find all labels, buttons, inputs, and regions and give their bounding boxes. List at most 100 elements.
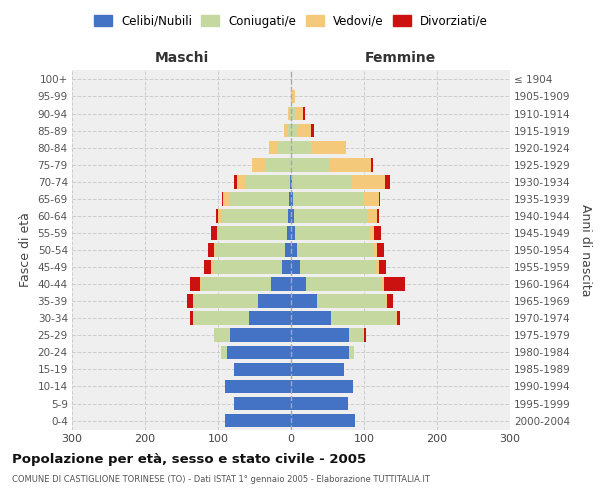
Bar [217,226,218,240]
Bar [349,328,362,342]
Bar [221,346,227,359]
Bar [349,346,354,359]
Bar [291,226,295,240]
Bar [282,260,291,274]
Bar [193,312,194,325]
Bar [297,243,373,257]
Bar [291,346,349,359]
Text: Maschi: Maschi [154,51,209,65]
Bar [291,294,317,308]
Bar [293,192,362,205]
Text: COMUNE DI CASTIGLIONE TORINESE (TO) - Dati ISTAT 1° gennaio 2005 - Elaborazione : COMUNE DI CASTIGLIONE TORINESE (TO) - Da… [12,475,430,484]
Bar [218,226,287,240]
Bar [193,294,194,308]
Bar [234,396,291,410]
Bar [291,362,344,376]
Bar [377,209,379,222]
Bar [213,260,282,274]
Bar [291,90,292,104]
Bar [221,192,223,205]
Bar [211,226,217,240]
Bar [226,380,291,394]
Bar [331,312,395,325]
Text: Femmine: Femmine [365,51,436,65]
Bar [291,158,329,172]
Bar [214,243,216,257]
Bar [278,141,291,154]
Bar [271,278,291,291]
Bar [288,209,291,222]
Bar [300,260,376,274]
Bar [291,124,298,138]
Bar [190,278,200,291]
Bar [374,226,381,240]
Bar [362,328,364,342]
Bar [292,175,352,188]
Bar [382,278,385,291]
Bar [291,328,349,342]
Bar [265,158,291,172]
Bar [397,312,400,325]
Bar [291,278,305,291]
Bar [291,312,331,325]
Bar [373,243,377,257]
Bar [291,106,295,120]
Bar [379,260,386,274]
Bar [291,141,311,154]
Bar [291,209,294,222]
Bar [369,226,374,240]
Bar [187,294,193,308]
Text: Popolazione per età, sesso e stato civile - 2005: Popolazione per età, sesso e stato civil… [12,454,366,466]
Bar [311,141,346,154]
Bar [291,243,297,257]
Bar [329,158,371,172]
Bar [237,175,246,188]
Bar [216,209,218,222]
Bar [248,312,291,325]
Bar [208,243,214,257]
Bar [211,260,213,274]
Bar [229,192,289,205]
Bar [287,226,291,240]
Bar [226,414,291,428]
Bar [214,328,230,342]
Bar [290,175,291,188]
Bar [291,260,300,274]
Bar [376,260,379,274]
Bar [317,294,386,308]
Y-axis label: Fasce di età: Fasce di età [19,212,32,288]
Bar [388,294,393,308]
Bar [194,312,248,325]
Bar [386,294,388,308]
Bar [305,278,382,291]
Bar [200,278,201,291]
Bar [204,260,211,274]
Bar [288,106,290,120]
Bar [234,362,291,376]
Bar [291,414,355,428]
Bar [294,209,367,222]
Bar [201,278,271,291]
Bar [216,243,285,257]
Legend: Celibi/Nubili, Coniugati/e, Vedovi/e, Divorziati/e: Celibi/Nubili, Coniugati/e, Vedovi/e, Di… [94,14,488,28]
Bar [385,175,389,188]
Bar [298,124,311,138]
Bar [291,380,353,394]
Bar [258,294,291,308]
Bar [227,346,291,359]
Bar [311,124,314,138]
Bar [291,175,292,188]
Bar [379,192,380,205]
Bar [367,209,377,222]
Bar [194,294,258,308]
Bar [371,158,373,172]
Bar [395,312,397,325]
Bar [362,192,379,205]
Bar [246,175,290,188]
Bar [190,312,193,325]
Bar [234,175,237,188]
Bar [377,243,384,257]
Bar [230,328,291,342]
Bar [352,175,385,188]
Bar [253,158,265,172]
